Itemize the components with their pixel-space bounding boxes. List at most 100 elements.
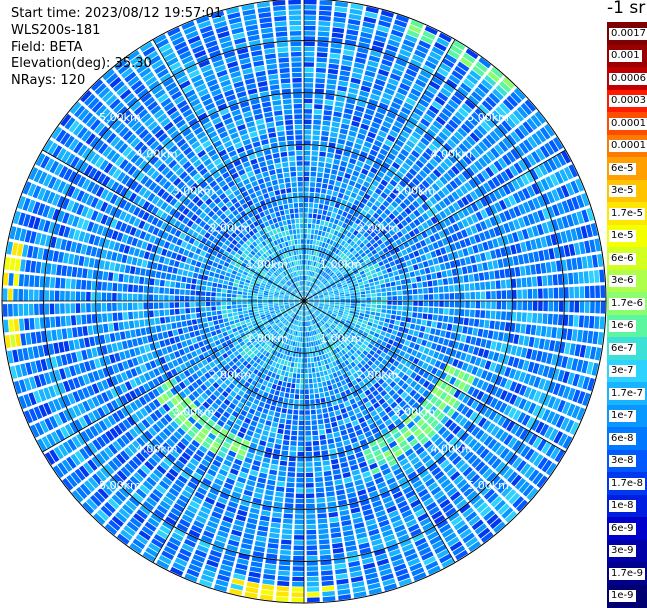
ppi-cell <box>340 307 345 309</box>
ppi-cell <box>411 258 417 264</box>
ppi-cell <box>338 420 344 426</box>
ppi-cell <box>189 332 195 338</box>
ppi-cell <box>324 173 330 178</box>
ppi-cell <box>344 173 351 179</box>
ppi-cell <box>511 345 517 355</box>
ppi-cell <box>536 325 542 335</box>
ppi-cell <box>556 328 562 339</box>
ppi-cell <box>344 108 353 114</box>
ppi-cell <box>304 125 311 130</box>
ppi-cell <box>573 272 578 284</box>
ppi-cell <box>323 237 327 242</box>
ppi-cell <box>285 393 290 398</box>
ppi-cell <box>260 515 270 521</box>
ppi-cell <box>486 340 492 349</box>
ppi-cell <box>338 171 345 177</box>
ppi-cell <box>292 357 295 362</box>
ppi-cell <box>304 67 314 72</box>
ppi-cell <box>369 331 374 336</box>
ppi-cell <box>259 418 265 424</box>
ppi-cell <box>294 530 304 535</box>
ppi-cell <box>523 254 529 264</box>
ppi-cell <box>455 301 460 308</box>
ppi-cell <box>332 27 344 33</box>
ppi-cell <box>543 301 548 311</box>
ppi-cell <box>304 166 310 171</box>
ppi-cell <box>326 486 334 491</box>
ppi-cell <box>322 381 327 386</box>
ppi-cell <box>304 348 306 352</box>
ppi-cell <box>328 385 333 390</box>
ppi-cell <box>300 337 302 342</box>
ppi-cell <box>345 103 354 109</box>
ppi-cell <box>307 566 318 571</box>
ppi-cell <box>139 346 145 354</box>
ppi-cell <box>306 535 316 540</box>
ppi-cell <box>577 257 583 269</box>
ppi-cell <box>304 47 315 52</box>
ppi-cell <box>198 341 204 347</box>
ppi-cell <box>322 231 326 236</box>
ppi-cell <box>323 466 331 471</box>
ppi-cell <box>276 486 284 491</box>
ppi-cell <box>592 331 598 344</box>
ppi-cell <box>527 277 532 287</box>
ppi-cell <box>319 355 323 360</box>
ppi-cell <box>450 301 455 307</box>
ppi-cell <box>350 308 355 311</box>
ppi-cell <box>579 315 584 327</box>
ppi-cell <box>475 254 481 262</box>
ppi-cell <box>301 363 304 367</box>
ppi-cell <box>538 301 543 311</box>
ppi-cell <box>348 197 354 203</box>
ppi-cell <box>349 459 357 465</box>
ppi-cell <box>467 247 473 255</box>
ppi-cell <box>296 384 300 389</box>
ppi-cell <box>283 519 293 524</box>
ppi-cell <box>347 185 353 191</box>
ppi-cell <box>367 275 372 279</box>
ppi-cell <box>305 369 308 374</box>
ppi-cell <box>314 104 322 109</box>
ppi-cell <box>304 140 311 145</box>
ppi-cell <box>330 48 341 54</box>
ppi-cell <box>318 419 324 424</box>
ppi-cell <box>433 336 439 343</box>
ppi-cell <box>322 408 327 413</box>
ppi-cell <box>196 336 202 342</box>
ppi-cell <box>449 285 454 292</box>
ppi-cell <box>462 326 468 334</box>
ppi-cell <box>294 540 304 545</box>
ppi-cell <box>521 278 526 288</box>
ppi-cell <box>299 410 304 415</box>
ppi-cell <box>248 425 255 431</box>
ppi-cell <box>386 287 391 291</box>
ppi-cell <box>421 275 426 281</box>
ppi-cell <box>502 290 507 299</box>
ppi-cell <box>204 328 209 333</box>
ppi-cell <box>317 47 328 52</box>
ppi-cell <box>323 121 331 126</box>
ppi-cell <box>345 303 350 305</box>
ppi-cell <box>310 187 315 192</box>
ppi-cell <box>345 296 350 298</box>
ppi-cell <box>321 360 325 365</box>
ppi-cell <box>481 301 486 309</box>
ppi-cell <box>346 29 358 35</box>
ppi-cell <box>385 283 390 287</box>
ppi-cell <box>589 316 594 328</box>
ppi-cell <box>307 587 319 592</box>
ppi-cell <box>454 309 459 316</box>
ppi-cell <box>464 318 469 325</box>
ppi-cell <box>315 225 319 230</box>
ppi-cell <box>377 325 382 330</box>
ppi-cell <box>184 333 190 339</box>
ppi-cell <box>313 120 321 125</box>
ppi-cell <box>255 411 261 417</box>
ppi-cell <box>390 277 395 282</box>
ppi-cell <box>594 316 599 329</box>
ppi-cell <box>532 277 537 287</box>
ppi-cell <box>443 255 449 262</box>
ppi-cell <box>304 327 305 331</box>
ppi-cell <box>318 209 323 214</box>
